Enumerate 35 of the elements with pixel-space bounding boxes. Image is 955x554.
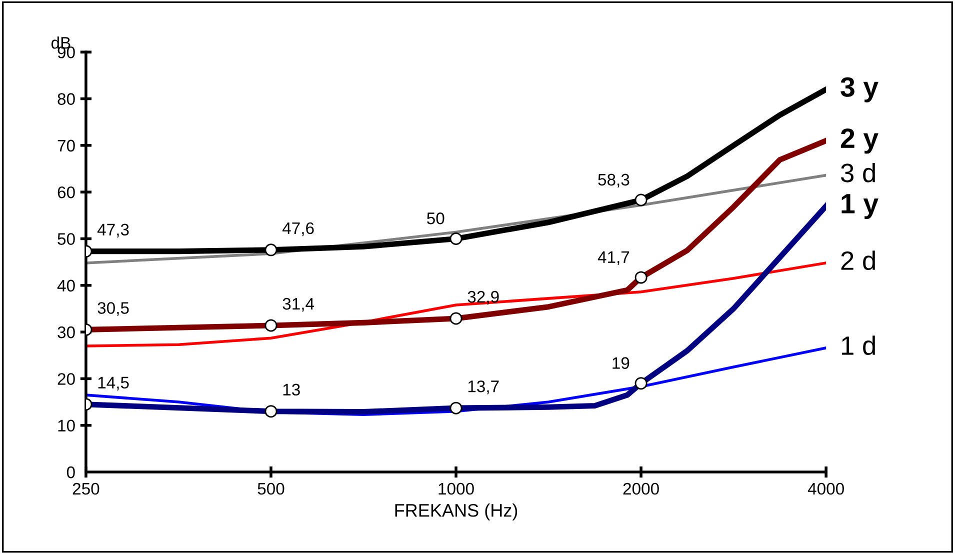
- x-tick-label: 1000: [438, 482, 474, 495]
- y-tick-label: 90: [58, 46, 75, 58]
- x-tick-label: 2000: [623, 482, 659, 495]
- x-tick-label: 4000: [808, 482, 844, 495]
- data-label: 58,3: [598, 174, 630, 188]
- data-label: 19: [612, 357, 630, 369]
- y-tick-label: 30: [58, 326, 75, 338]
- data-label: 13,7: [468, 380, 499, 394]
- y-tick-label: 20: [58, 373, 75, 385]
- y-tick-label: 0: [66, 466, 75, 478]
- data-label: 14,5: [98, 376, 129, 391]
- series-label: 2 y: [840, 128, 878, 154]
- series-label: 2 d: [841, 250, 875, 270]
- data-label: 30,5: [98, 302, 129, 316]
- x-tick-label: 500: [258, 482, 284, 495]
- y-tick-label: 10: [58, 420, 75, 432]
- data-label: 31,4: [282, 298, 314, 312]
- y-tick-label: 40: [57, 280, 75, 292]
- y-tick-label: 80: [58, 93, 75, 105]
- data-label: 50: [427, 212, 444, 224]
- x-axis-title: FREKANS (Hz): [395, 504, 518, 520]
- data-label: 41,7: [598, 251, 630, 266]
- y-axis-title: dB: [51, 36, 70, 49]
- series-label: 1 d: [842, 336, 875, 355]
- data-label: 47,3: [97, 224, 129, 238]
- y-tick-label: 60: [58, 186, 75, 198]
- y-tick-label: 70: [58, 140, 75, 152]
- data-label: 13: [283, 384, 300, 396]
- series-label: 3 d: [840, 162, 875, 182]
- data-label: 32,9: [468, 290, 499, 305]
- series-label: 3 y: [840, 77, 878, 102]
- series-label: 1 y: [842, 194, 878, 219]
- y-tick-label: 50: [58, 233, 75, 245]
- x-tick-label: 250: [72, 482, 100, 495]
- data-label: 47,6: [282, 222, 314, 236]
